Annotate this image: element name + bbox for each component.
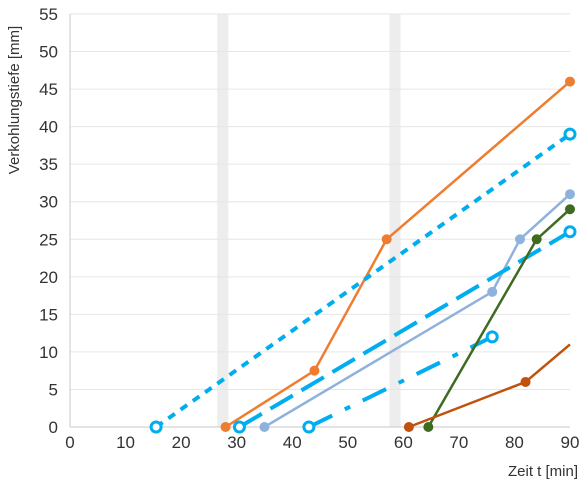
series-6 <box>423 204 575 432</box>
y-tick-label: 35 <box>39 155 58 174</box>
data-point <box>309 365 320 376</box>
x-tick-label: 10 <box>116 433 135 452</box>
x-tick-label: 70 <box>449 433 468 452</box>
data-point <box>220 422 231 432</box>
y-tick-label: 40 <box>39 118 58 137</box>
y-tick-label: 5 <box>49 380 58 399</box>
data-point <box>232 420 246 434</box>
series-7 <box>403 343 571 432</box>
y-tick-label: 45 <box>39 80 58 99</box>
series-line <box>308 335 494 429</box>
series-line-tail <box>524 343 571 383</box>
y-tick-label: 50 <box>39 43 58 62</box>
data-point <box>302 420 316 434</box>
shaded-band <box>389 14 401 427</box>
series-layer <box>149 76 577 434</box>
y-tick-label: 30 <box>39 193 58 212</box>
y-tick-label: 15 <box>39 305 58 324</box>
y-tick-label: 0 <box>49 418 58 437</box>
x-tick-label: 60 <box>394 433 413 452</box>
y-tick-label: 10 <box>39 343 58 362</box>
series-line <box>154 132 572 429</box>
data-point <box>565 76 575 87</box>
series-line <box>224 80 571 429</box>
x-axis-title: Zeit t [min] <box>508 463 578 480</box>
data-point <box>563 127 577 141</box>
series-line <box>238 230 572 429</box>
x-tick-label: 0 <box>65 433 74 452</box>
y-axis-title: Verkohlungstiefe [mm] <box>6 26 23 174</box>
x-tick-label: 50 <box>338 433 357 452</box>
y-tick-label: 20 <box>39 268 58 287</box>
data-point <box>149 420 163 434</box>
tick-labels: 0 5 10 15 20 25 30 35 40 45 50 55 0 10 20 30 40 50 60 70 80 9… <box>39 5 579 452</box>
data-point <box>403 422 414 432</box>
axes <box>69 14 570 428</box>
shaded-bands <box>217 14 401 427</box>
x-tick-label: 30 <box>227 433 246 452</box>
y-tick-label: 25 <box>39 230 58 249</box>
series-2 <box>149 127 577 434</box>
data-point <box>259 422 270 432</box>
x-tick-label: 90 <box>561 433 580 452</box>
gridlines <box>70 13 570 390</box>
data-point <box>487 286 498 297</box>
series-3 <box>259 189 575 432</box>
series-5 <box>302 330 499 434</box>
data-point <box>520 376 531 387</box>
x-tick-label: 20 <box>172 433 191 452</box>
x-tick-label: 40 <box>283 433 302 452</box>
shaded-band <box>217 14 229 427</box>
data-point <box>531 234 542 245</box>
data-point <box>565 189 575 200</box>
data-point <box>485 330 499 344</box>
data-point <box>515 234 525 245</box>
series-1 <box>220 76 575 432</box>
series-line <box>263 193 571 429</box>
series-line <box>408 380 527 429</box>
y-tick-label: 55 <box>39 5 58 24</box>
data-point <box>563 225 577 239</box>
data-point <box>381 234 392 245</box>
series-4 <box>232 225 577 434</box>
data-point <box>565 204 575 215</box>
x-tick-label: 80 <box>505 433 524 452</box>
data-point <box>423 422 434 432</box>
